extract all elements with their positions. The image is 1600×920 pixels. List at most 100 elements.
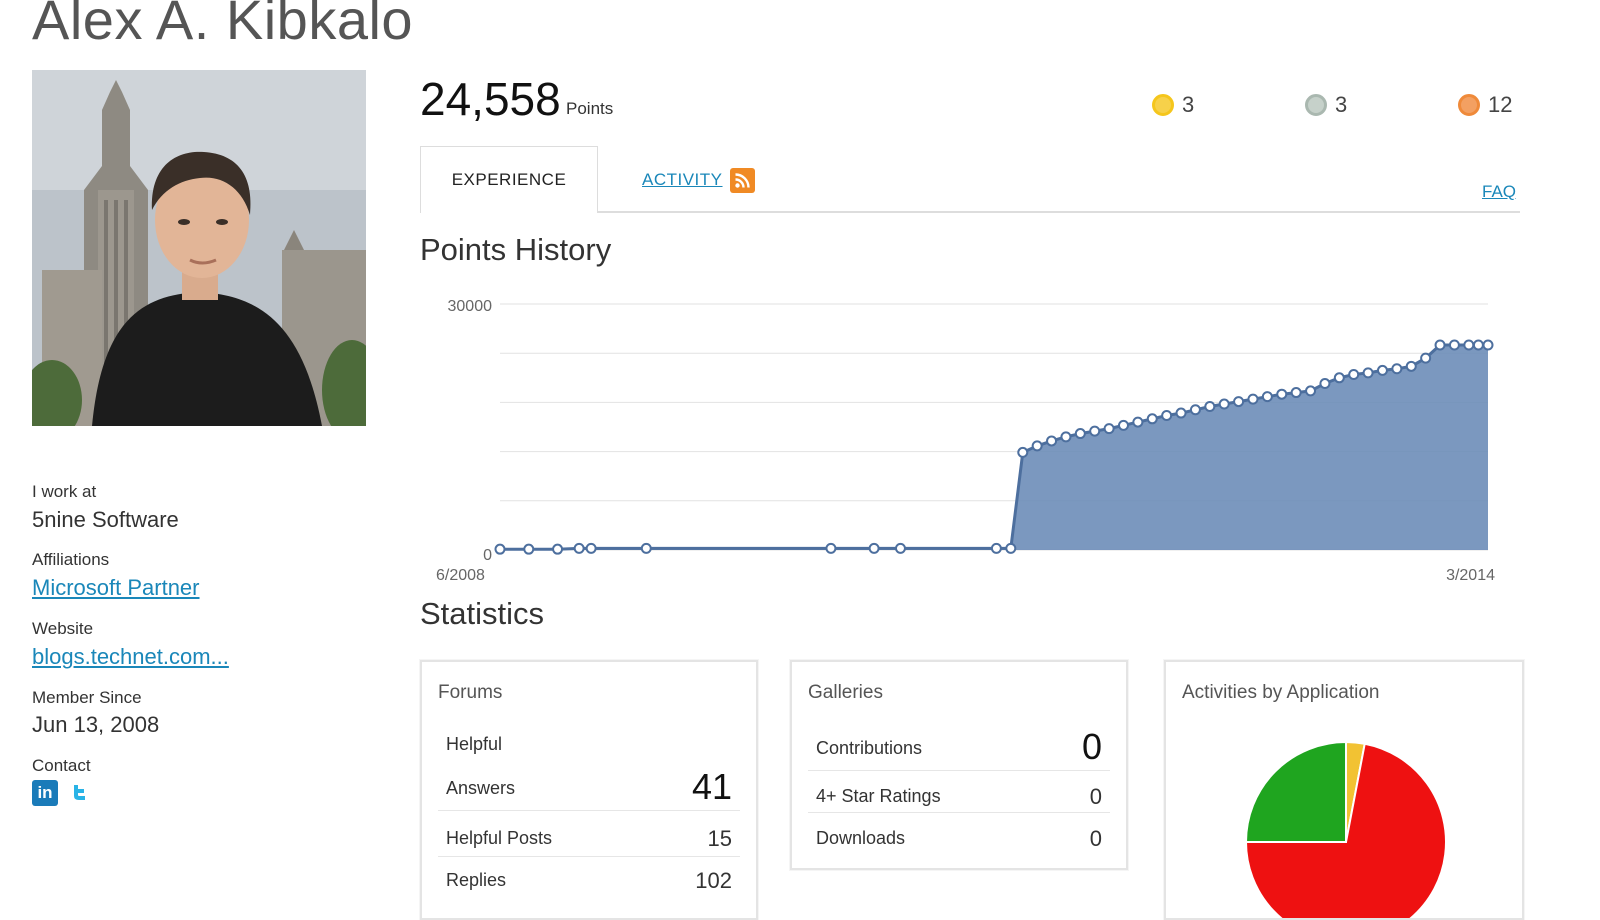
x-tick-end: 3/2014 bbox=[1446, 567, 1495, 584]
data-point bbox=[1117, 419, 1129, 431]
galleries-ratings-value: 0 bbox=[1089, 784, 1102, 809]
galleries-card: Galleries Contributions 0 4+ Star Rating… bbox=[790, 660, 1128, 870]
tab-experience[interactable]: EXPERIENCE bbox=[420, 146, 598, 213]
silver-medal-icon bbox=[1305, 94, 1327, 116]
data-point bbox=[1420, 352, 1432, 364]
forums-posts-row: Helpful Posts 15 bbox=[438, 814, 740, 857]
pie-slice bbox=[1244, 740, 1347, 843]
data-point bbox=[1031, 440, 1043, 452]
y-tick-max: 30000 bbox=[448, 298, 493, 315]
forums-helpful-label: Helpful bbox=[446, 734, 503, 754]
galleries-downloads-value: 0 bbox=[1089, 826, 1102, 851]
data-point bbox=[1060, 431, 1072, 443]
data-point bbox=[1448, 339, 1460, 351]
points-area bbox=[500, 345, 1488, 550]
galleries-ratings-row: 4+ Star Ratings 0 bbox=[808, 772, 1110, 813]
x-tick-start: 6/2008 bbox=[436, 567, 485, 584]
galleries-contributions-row: Contributions 0 bbox=[808, 724, 1110, 771]
data-point bbox=[1146, 413, 1158, 425]
data-point bbox=[990, 542, 1002, 554]
data-point bbox=[552, 543, 564, 555]
galleries-title: Galleries bbox=[808, 682, 883, 703]
forums-replies-value: 102 bbox=[695, 868, 732, 893]
data-point bbox=[585, 542, 597, 554]
gold-medal-icon bbox=[1152, 94, 1174, 116]
linkedin-icon[interactable]: in bbox=[32, 780, 58, 806]
data-point bbox=[1189, 404, 1201, 416]
data-point bbox=[1233, 396, 1245, 408]
profile-name: Alex A. Kibkalo bbox=[32, 0, 414, 51]
data-point bbox=[894, 542, 906, 554]
bronze-medal-count: 12 bbox=[1458, 92, 1512, 118]
points-label: Points bbox=[566, 99, 614, 118]
forums-replies-row: Replies 102 bbox=[438, 858, 740, 900]
statistics-title: Statistics bbox=[420, 596, 545, 631]
work-value: 5nine Software bbox=[32, 507, 179, 532]
tab-activity[interactable]: ACTIVITY bbox=[642, 166, 755, 194]
activities-title: Activities by Application bbox=[1182, 682, 1380, 703]
bronze-medal-value: 12 bbox=[1488, 92, 1513, 117]
data-point bbox=[640, 542, 652, 554]
forums-posts-value: 15 bbox=[707, 826, 732, 851]
data-point bbox=[825, 542, 837, 554]
galleries-downloads-label: Downloads bbox=[816, 828, 906, 848]
data-point bbox=[1319, 378, 1331, 390]
data-point bbox=[1305, 385, 1317, 397]
silver-medal-value: 3 bbox=[1335, 92, 1348, 117]
galleries-ratings-label: 4+ Star Ratings bbox=[816, 786, 941, 806]
affiliations-label: Affiliations bbox=[32, 550, 110, 569]
member-since-value: Jun 13, 2008 bbox=[32, 712, 160, 737]
points-history-chart: 30000 0 6/2008 3/2014 bbox=[420, 280, 1520, 590]
data-point bbox=[1103, 423, 1115, 435]
data-point bbox=[573, 542, 585, 554]
forums-answers-value: 41 bbox=[691, 766, 732, 807]
data-point bbox=[1290, 387, 1302, 399]
points-history-title: Points History bbox=[420, 232, 612, 267]
data-point bbox=[1348, 369, 1360, 381]
data-point bbox=[1472, 339, 1484, 351]
data-point bbox=[494, 543, 506, 555]
data-point bbox=[1005, 542, 1017, 554]
data-point bbox=[1074, 428, 1086, 440]
data-point bbox=[1482, 339, 1494, 351]
activities-card: Activities by Application bbox=[1164, 660, 1524, 920]
data-point bbox=[1434, 339, 1446, 351]
points-value: 24,558 bbox=[420, 73, 561, 125]
bronze-medal-icon bbox=[1458, 94, 1480, 116]
data-point bbox=[1017, 446, 1029, 458]
contact-label: Contact bbox=[32, 756, 91, 775]
twitter-icon[interactable] bbox=[66, 780, 92, 806]
data-point bbox=[1463, 339, 1475, 351]
contact-icons: in bbox=[32, 780, 92, 806]
galleries-downloads-row: Downloads 0 bbox=[808, 814, 1110, 854]
website-link[interactable]: blogs.technet.com... bbox=[32, 644, 229, 669]
profile-photo-illustration bbox=[32, 70, 366, 426]
forums-answers-label: Answers bbox=[446, 778, 516, 798]
data-point bbox=[1376, 364, 1388, 376]
activities-pie-chart bbox=[1244, 740, 1447, 918]
data-point bbox=[1391, 363, 1403, 375]
profile-photo bbox=[32, 70, 366, 426]
data-point bbox=[1175, 407, 1187, 419]
data-point bbox=[1261, 391, 1273, 403]
gold-medal-count: 3 bbox=[1152, 92, 1194, 118]
faq-link[interactable]: FAQ bbox=[1482, 182, 1517, 201]
data-point bbox=[1405, 360, 1417, 372]
data-point bbox=[1089, 425, 1101, 437]
data-point bbox=[1362, 367, 1374, 379]
tab-divider bbox=[420, 211, 1520, 213]
gold-medal-value: 3 bbox=[1182, 92, 1195, 117]
galleries-contributions-label: Contributions bbox=[816, 738, 923, 758]
rss-icon[interactable] bbox=[729, 167, 755, 193]
silver-medal-count: 3 bbox=[1305, 92, 1347, 118]
forums-card: Forums Helpful Answers 41 Helpful Posts … bbox=[420, 660, 758, 920]
tab-activity-label: ACTIVITY bbox=[642, 170, 723, 189]
work-label: I work at bbox=[32, 482, 97, 501]
website-label: Website bbox=[32, 619, 94, 638]
y-tick-min: 0 bbox=[483, 547, 492, 564]
affiliations-link[interactable]: Microsoft Partner bbox=[32, 575, 200, 600]
member-since-label: Member Since bbox=[32, 688, 142, 707]
data-point bbox=[1204, 401, 1216, 412]
forums-posts-label: Helpful Posts bbox=[446, 828, 553, 848]
forums-answers-row: Answers 41 bbox=[438, 762, 740, 811]
